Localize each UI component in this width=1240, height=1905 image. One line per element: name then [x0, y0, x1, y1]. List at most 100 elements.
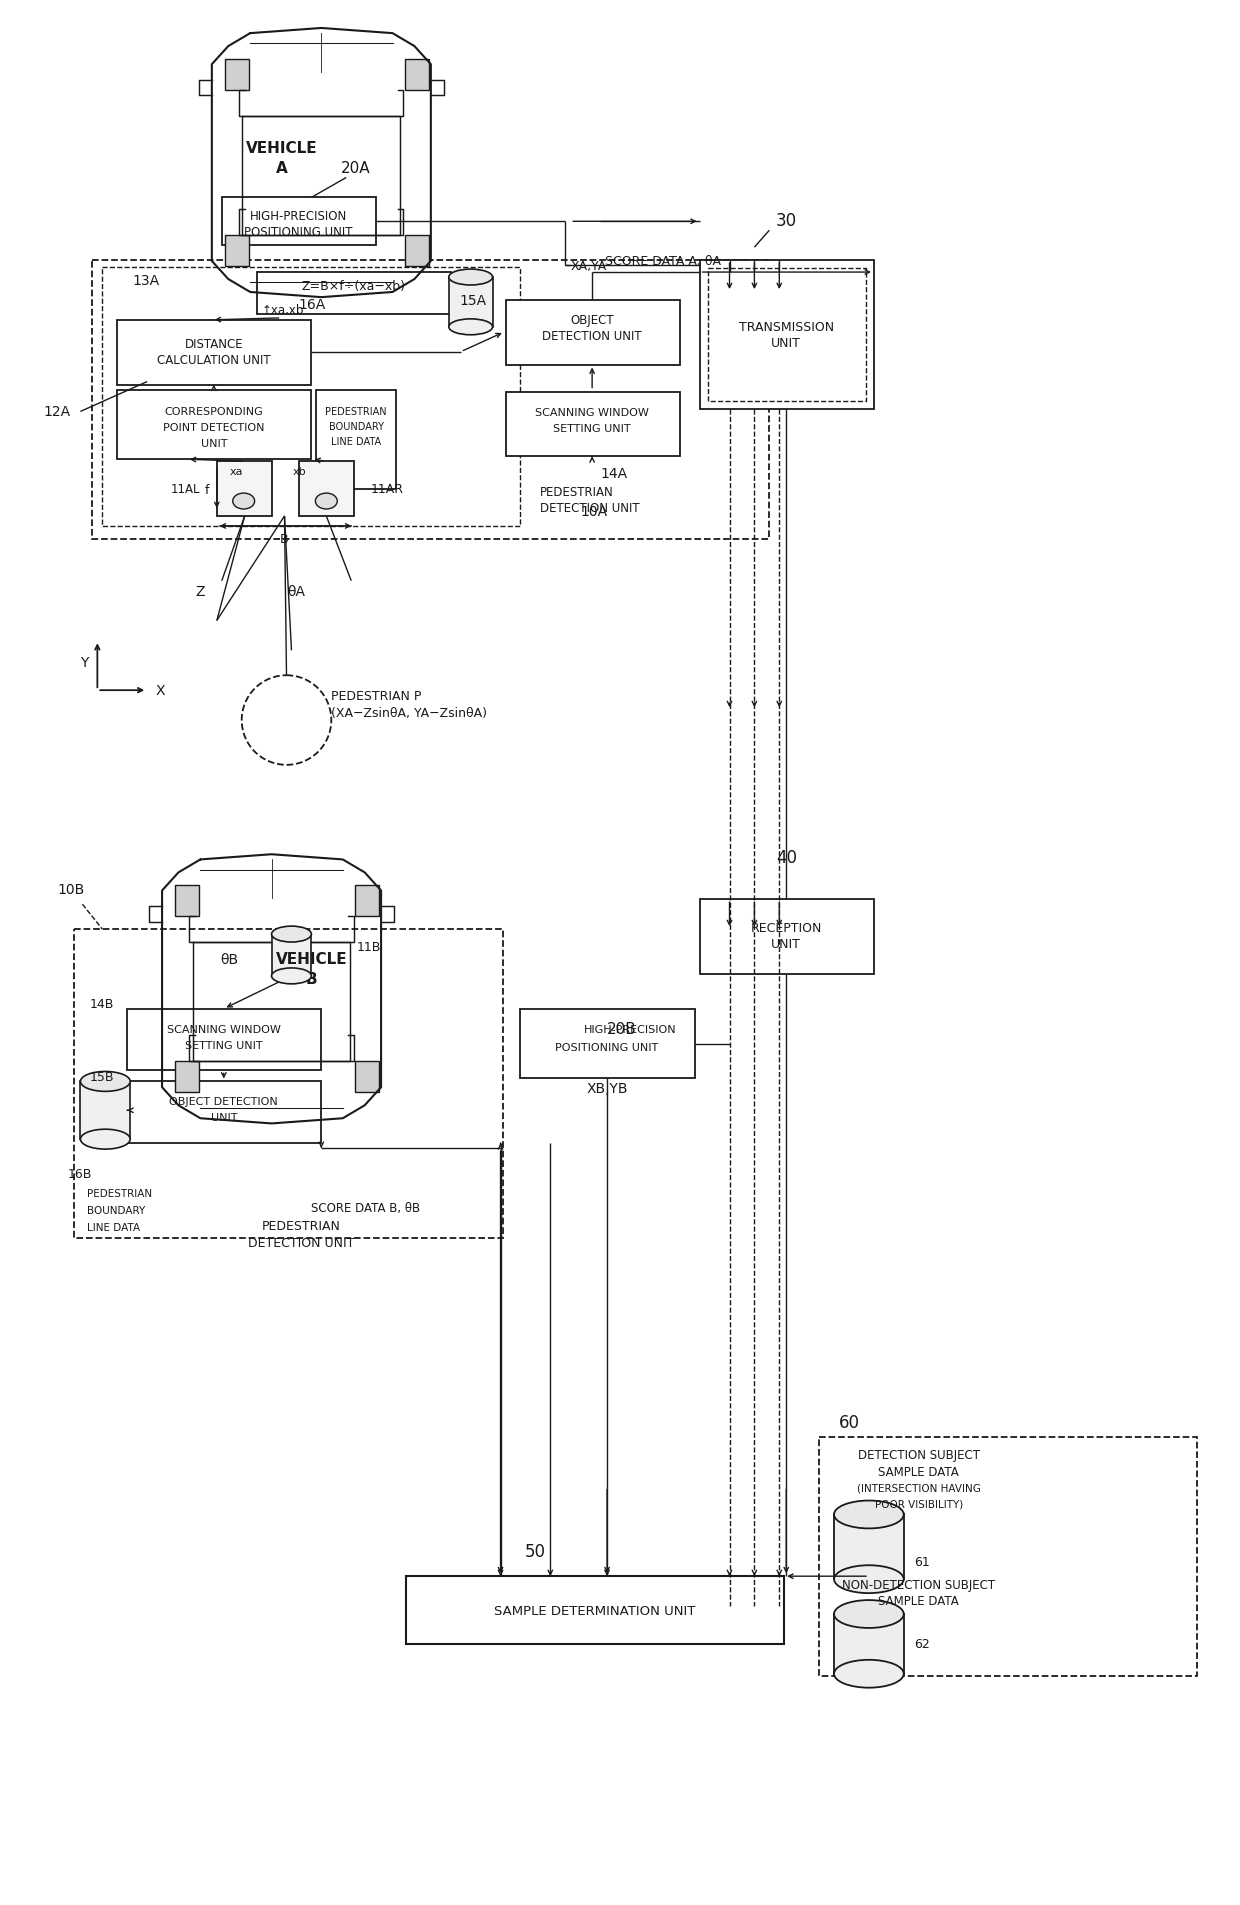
- Bar: [272, 935, 311, 977]
- Bar: [521, 1010, 694, 1078]
- Text: DETECTION UNIT: DETECTION UNIT: [248, 1236, 355, 1250]
- Text: 12A: 12A: [43, 406, 71, 419]
- Ellipse shape: [272, 926, 311, 943]
- Text: 20B: 20B: [608, 1021, 637, 1036]
- Ellipse shape: [449, 271, 492, 286]
- Text: Z: Z: [195, 585, 205, 598]
- Text: f: f: [205, 484, 208, 497]
- Bar: [355, 886, 379, 916]
- Text: ↑xa,xb: ↑xa,xb: [262, 305, 304, 318]
- Text: SETTING UNIT: SETTING UNIT: [553, 425, 631, 434]
- Text: NON-DETECTION SUBJECT: NON-DETECTION SUBJECT: [842, 1577, 996, 1591]
- Text: SETTING UNIT: SETTING UNIT: [185, 1040, 263, 1050]
- Text: VEHICLE: VEHICLE: [275, 952, 347, 968]
- Text: PEDESTRIAN P: PEDESTRIAN P: [331, 690, 422, 703]
- Text: SCANNING WINDOW: SCANNING WINDOW: [536, 408, 649, 419]
- Bar: [103, 269, 521, 526]
- Bar: [128, 1082, 321, 1143]
- Text: θB: θB: [221, 952, 239, 966]
- Bar: [699, 261, 874, 410]
- Text: CORRESPONDING: CORRESPONDING: [165, 408, 263, 417]
- Text: SCANNING WINDOW: SCANNING WINDOW: [167, 1025, 280, 1034]
- Ellipse shape: [81, 1130, 130, 1149]
- Ellipse shape: [835, 1659, 904, 1688]
- Text: 60: 60: [839, 1414, 861, 1431]
- Text: PEDESTRIAN: PEDESTRIAN: [325, 408, 387, 417]
- Text: 61: 61: [914, 1554, 930, 1568]
- Bar: [175, 1061, 200, 1093]
- Text: 11B: 11B: [356, 939, 381, 952]
- Text: POSITIONING UNIT: POSITIONING UNIT: [556, 1042, 658, 1052]
- Text: 11AR: 11AR: [371, 482, 404, 495]
- Text: SCORE DATA A, θA: SCORE DATA A, θA: [605, 255, 722, 267]
- Text: DETECTION UNIT: DETECTION UNIT: [541, 501, 640, 514]
- Text: Z=B×f÷(xa−xb): Z=B×f÷(xa−xb): [301, 280, 405, 293]
- Text: PEDESTRIAN: PEDESTRIAN: [262, 1219, 341, 1233]
- Bar: [355, 1061, 379, 1093]
- Ellipse shape: [835, 1600, 904, 1629]
- Text: TRANSMISSION: TRANSMISSION: [739, 322, 833, 333]
- Text: B: B: [305, 972, 317, 987]
- Bar: [224, 236, 249, 267]
- Bar: [118, 391, 311, 459]
- Text: BOUNDARY: BOUNDARY: [329, 423, 383, 432]
- Ellipse shape: [272, 968, 311, 985]
- Text: 20A: 20A: [341, 160, 371, 175]
- Text: θA: θA: [288, 585, 305, 598]
- Text: SCORE DATA B, θB: SCORE DATA B, θB: [311, 1202, 420, 1215]
- Text: SAMPLE DATA: SAMPLE DATA: [878, 1465, 959, 1478]
- Bar: [708, 269, 866, 402]
- Text: UNIT: UNIT: [771, 337, 801, 351]
- Bar: [449, 278, 492, 328]
- Ellipse shape: [835, 1501, 904, 1528]
- Bar: [224, 59, 249, 91]
- Text: HIGH-PRECISION: HIGH-PRECISION: [249, 210, 347, 223]
- Bar: [222, 198, 376, 246]
- Text: xa: xa: [229, 467, 243, 476]
- Bar: [299, 463, 355, 516]
- Bar: [835, 1514, 904, 1579]
- Text: DETECTION SUBJECT: DETECTION SUBJECT: [858, 1448, 980, 1461]
- Text: RECEPTION: RECEPTION: [750, 922, 822, 933]
- Ellipse shape: [449, 320, 492, 335]
- Bar: [175, 886, 200, 916]
- Bar: [257, 272, 451, 314]
- Text: HIGH-PRECISION: HIGH-PRECISION: [584, 1025, 676, 1034]
- Bar: [405, 1575, 784, 1644]
- Text: 16A: 16A: [299, 297, 326, 312]
- Bar: [217, 463, 272, 516]
- Text: PEDESTRIAN: PEDESTRIAN: [541, 486, 614, 499]
- Text: LINE DATA: LINE DATA: [87, 1223, 140, 1233]
- Bar: [404, 236, 429, 267]
- Text: DISTANCE: DISTANCE: [185, 337, 243, 351]
- Text: 30: 30: [776, 211, 797, 231]
- Text: POOR VISIBILITY): POOR VISIBILITY): [874, 1499, 962, 1509]
- Text: BOUNDARY: BOUNDARY: [87, 1206, 145, 1215]
- Bar: [506, 392, 680, 457]
- Text: 13A: 13A: [133, 274, 159, 288]
- Text: 50: 50: [525, 1543, 546, 1560]
- Text: SAMPLE DATA: SAMPLE DATA: [878, 1594, 959, 1606]
- Text: CALCULATION UNIT: CALCULATION UNIT: [157, 354, 270, 368]
- Text: X: X: [155, 684, 165, 697]
- Text: (XA−ZsinθA, YA−ZsinθA): (XA−ZsinθA, YA−ZsinθA): [331, 707, 487, 720]
- Text: B: B: [280, 533, 289, 547]
- Text: LINE DATA: LINE DATA: [331, 436, 381, 448]
- Bar: [699, 899, 874, 973]
- Text: xb: xb: [293, 467, 306, 476]
- Ellipse shape: [835, 1566, 904, 1593]
- Bar: [74, 930, 502, 1238]
- Bar: [92, 261, 769, 539]
- Bar: [835, 1614, 904, 1674]
- Text: DETECTION UNIT: DETECTION UNIT: [542, 330, 642, 343]
- Text: SAMPLE DETERMINATION UNIT: SAMPLE DETERMINATION UNIT: [495, 1604, 696, 1617]
- Text: 16B: 16B: [68, 1168, 92, 1179]
- Bar: [506, 301, 680, 366]
- Bar: [404, 59, 429, 91]
- Text: 15A: 15A: [460, 293, 486, 309]
- Bar: [118, 320, 311, 385]
- Text: 10A: 10A: [580, 505, 608, 518]
- Text: PEDESTRIAN: PEDESTRIAN: [87, 1189, 153, 1198]
- Text: OBJECT DETECTION: OBJECT DETECTION: [170, 1097, 278, 1107]
- Text: XA,YA: XA,YA: [570, 259, 606, 272]
